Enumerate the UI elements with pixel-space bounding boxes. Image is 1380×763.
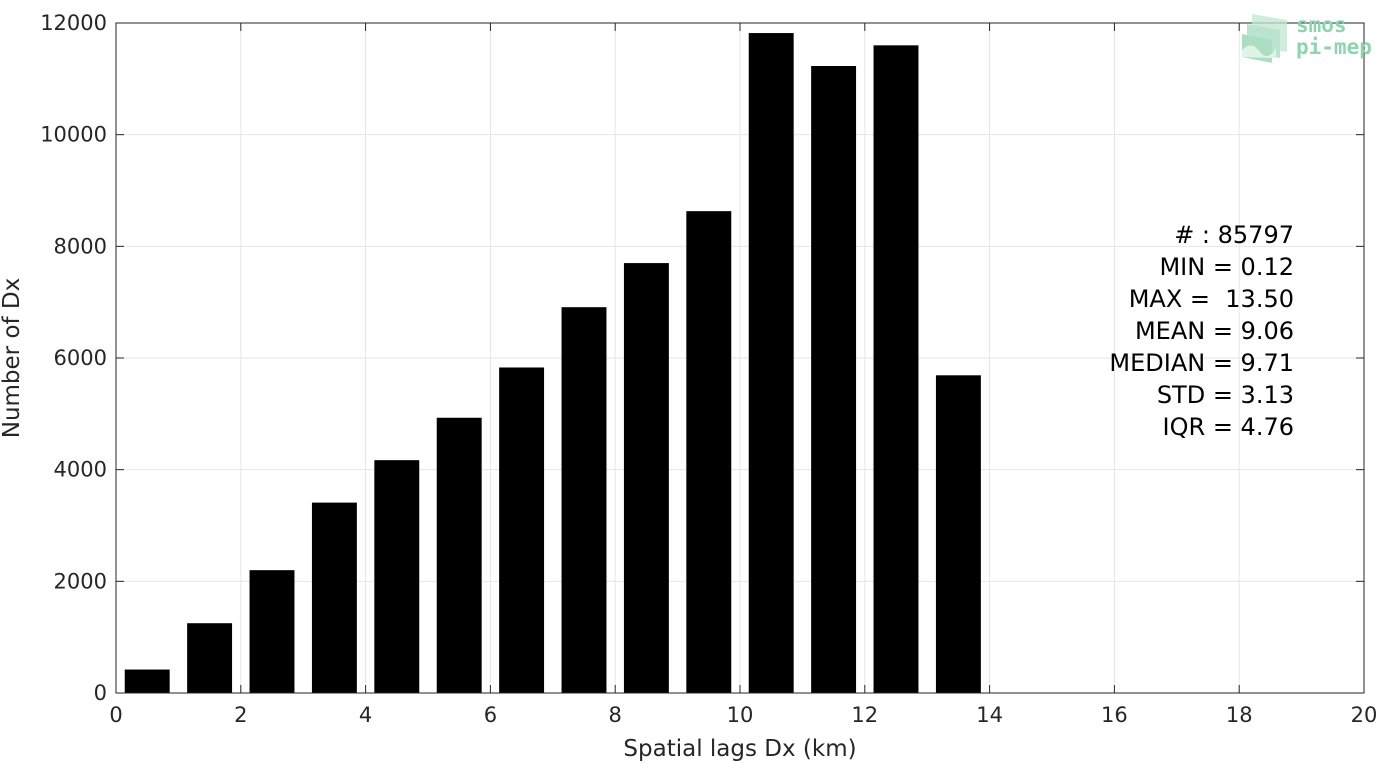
statistic-line: STD = 3.13 [1157, 381, 1294, 409]
x-axis-ticks: 0 2 4 6 8 10 12 14 16 18 20 [109, 23, 1377, 727]
x-tick-label: 10 [727, 703, 754, 727]
histogram-bar [811, 65, 857, 693]
y-axis-label: Number of Dx [0, 278, 25, 439]
y-tick-label: 10000 [40, 123, 107, 147]
histogram-bar [187, 623, 233, 693]
logo-text-smos: smos [1296, 13, 1347, 37]
x-tick-label: 8 [609, 703, 622, 727]
x-tick-label: 2 [234, 703, 247, 727]
histogram-bar [124, 669, 170, 693]
logo-text-pi-mep: pi-mep [1296, 35, 1372, 59]
x-axis-label: Spatial lags Dx (km) [623, 736, 856, 762]
y-tick-label: 2000 [54, 569, 107, 593]
statistic-line: # : 85797 [1174, 221, 1294, 249]
histogram-bar [436, 417, 482, 693]
histogram-bar [499, 367, 545, 693]
x-tick-label: 16 [1101, 703, 1128, 727]
y-tick-label: 6000 [54, 346, 107, 370]
histogram-bar [686, 211, 732, 694]
histogram-bar [748, 33, 794, 694]
x-tick-label: 0 [109, 703, 122, 727]
histogram-bar [623, 263, 669, 693]
y-tick-label: 4000 [54, 458, 107, 482]
histogram-bar [561, 307, 607, 693]
smos-pi-mep-logo: smos pi-mep [1242, 13, 1372, 63]
histogram-bar [374, 460, 420, 693]
y-tick-label: 8000 [54, 234, 107, 258]
histogram-bar [935, 375, 981, 693]
statistic-line: IQR = 4.76 [1163, 413, 1294, 441]
x-tick-label: 4 [359, 703, 372, 727]
histogram-bar [249, 570, 295, 693]
x-tick-label: 20 [1351, 703, 1378, 727]
logo-emblem-icon [1242, 14, 1287, 63]
y-axis-ticks: 0 2000 4000 6000 8000 10000 12000 [40, 11, 1364, 705]
x-tick-label: 12 [851, 703, 878, 727]
statistic-line: MAX = 13.50 [1129, 285, 1294, 313]
y-tick-label: 0 [94, 681, 107, 705]
y-tick-label: 12000 [40, 11, 107, 35]
x-tick-label: 6 [484, 703, 497, 727]
histogram-bar [311, 502, 357, 693]
histogram-bar [873, 45, 919, 694]
statistic-line: MIN = 0.12 [1159, 253, 1294, 281]
statistic-line: MEDIAN = 9.71 [1109, 349, 1294, 377]
bars [124, 33, 981, 694]
statistic-line: MEAN = 9.06 [1135, 317, 1294, 345]
x-tick-label: 14 [976, 703, 1003, 727]
statistics-annotation: # : 85797 MIN = 0.12 MAX = 13.50 MEAN = 9.0… [1109, 221, 1294, 441]
x-tick-label: 18 [1226, 703, 1253, 727]
